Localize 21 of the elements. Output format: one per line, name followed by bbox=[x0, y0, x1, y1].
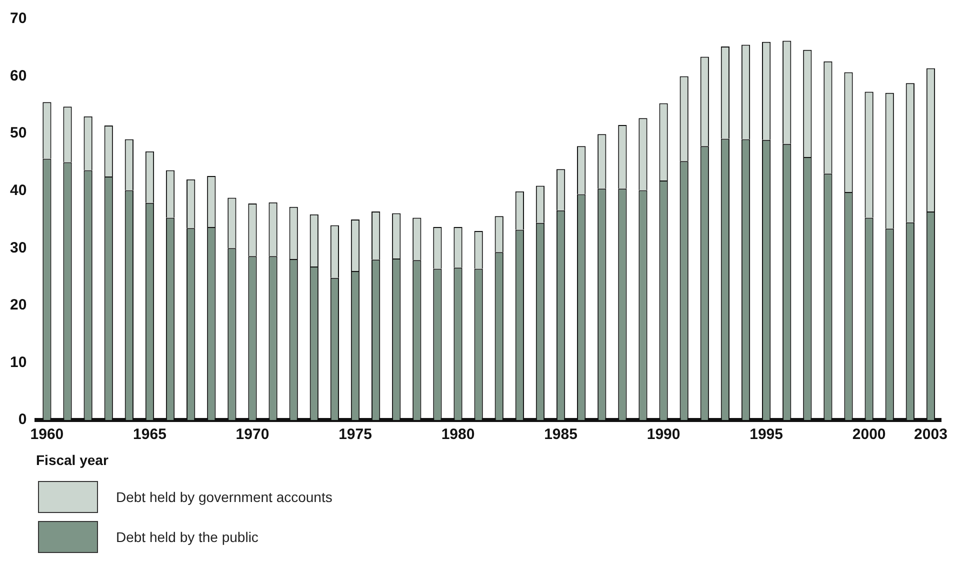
x-axis-title: Fiscal year bbox=[36, 452, 110, 468]
y-tick-label: 50 bbox=[10, 124, 27, 142]
x-tick-label: 1980 bbox=[441, 426, 475, 444]
x-tick-label: 2000 bbox=[852, 426, 886, 444]
x-tick-label: 1985 bbox=[544, 426, 578, 444]
legend-label: Debt held by government accounts bbox=[116, 489, 332, 505]
y-tick-label: 0 bbox=[18, 411, 27, 428]
y-tick-label: 70 bbox=[10, 10, 27, 28]
x-tick-label: 1995 bbox=[750, 426, 783, 444]
y-tick-label: 10 bbox=[10, 354, 27, 371]
x-tick-label: 2003 bbox=[914, 426, 948, 444]
x-tick-label: 1965 bbox=[133, 426, 166, 444]
x-tick-label: 1960 bbox=[30, 426, 64, 444]
y-tick-label: 30 bbox=[10, 239, 27, 256]
x-tick-label: 1975 bbox=[338, 426, 372, 444]
legend-label: Debt held by the public bbox=[116, 529, 258, 545]
y-tick-label: 40 bbox=[10, 182, 27, 199]
y-tick-label: 60 bbox=[10, 67, 27, 84]
y-tick-label: 20 bbox=[10, 296, 27, 314]
x-tick-label: 1970 bbox=[236, 426, 270, 444]
x-tick-label: 1990 bbox=[646, 426, 680, 444]
